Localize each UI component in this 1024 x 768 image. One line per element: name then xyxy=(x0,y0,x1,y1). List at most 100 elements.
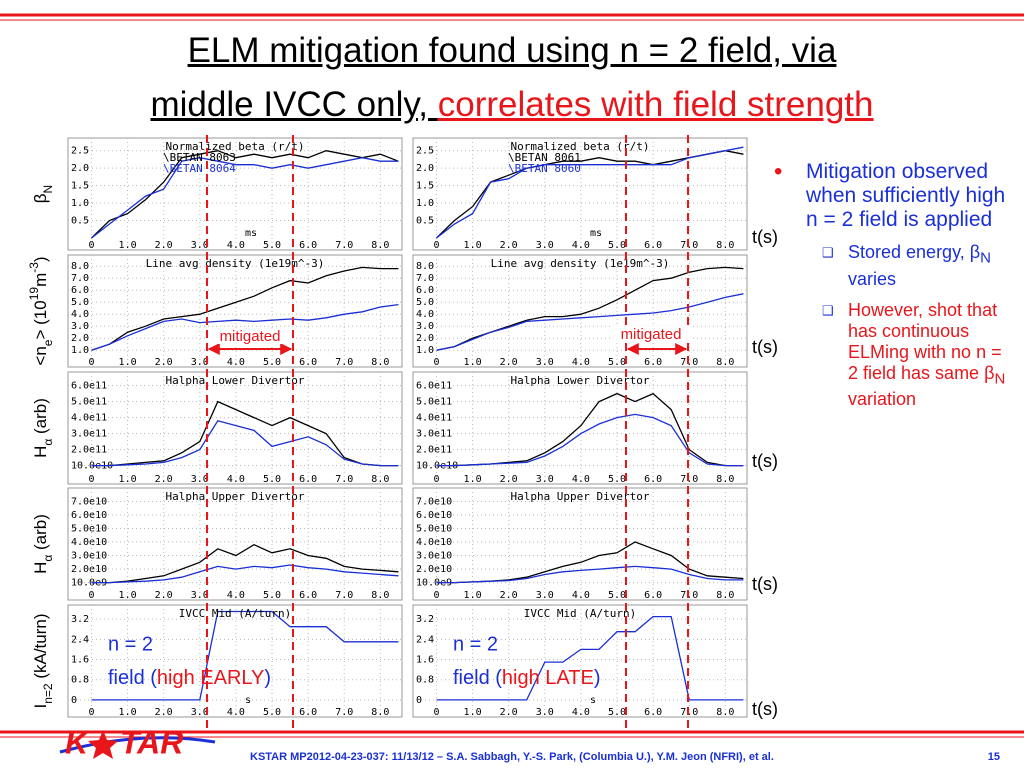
row-label-part: ) xyxy=(31,256,50,262)
panel: 1.02.03.04.05.06.07.08.00 1.0 2.0 3.0 4.0 5.0… xyxy=(67,254,403,368)
row-label-part: N xyxy=(41,185,55,194)
y-tick-label: 6.0 xyxy=(416,285,434,296)
row-label: In=2 (kA/turn) xyxy=(31,614,55,709)
x-tick-label: 7.0 xyxy=(680,357,698,368)
row-label-part: -3 xyxy=(27,262,41,273)
legend-entry: \BETAN 8064 xyxy=(163,162,236,175)
x-tick-label: 0 xyxy=(433,474,439,485)
panel-title: Halpha Lower Divertor xyxy=(510,374,649,387)
y-tick-label: 6.0e10 xyxy=(71,510,107,521)
trace xyxy=(91,150,399,239)
row-label: Hα (arb) xyxy=(31,398,55,458)
y-tick-label: 2.0e11 xyxy=(71,445,107,456)
y-tick-label: 5.0e10 xyxy=(416,524,452,535)
x-tick-label: 8.0 xyxy=(371,240,389,251)
trace xyxy=(91,157,399,239)
logo-star xyxy=(88,730,118,759)
x-tick-label: 4.0 xyxy=(572,240,590,251)
y-tick-label: 5.0 xyxy=(416,297,434,308)
field-label: n = 2 xyxy=(108,633,153,655)
x-tick-label: 3.0 xyxy=(536,357,554,368)
panel-frame xyxy=(67,487,403,601)
y-tick-label: 10.0e9 xyxy=(71,578,107,589)
x-tick-label: 3.0 xyxy=(191,590,209,601)
x-tick-label: 2.0 xyxy=(500,707,518,718)
x-tick-label: 8.0 xyxy=(371,590,389,601)
y-tick-label: 3.0 xyxy=(71,321,89,332)
y-tick-label: 3.0e11 xyxy=(71,429,107,440)
panel: 10.0e9 2.0e10 3.0e10 4.0e10 5.0e10 6.0e10 7.0e… xyxy=(67,487,403,601)
panel: 10.0e9 2.0e10 3.0e10 4.0e10 5.0e10 6.0e10 7.0e… xyxy=(412,487,748,601)
legend-entry: \BETAN 8063 xyxy=(163,151,236,164)
row-label-part: I xyxy=(31,704,50,709)
trace xyxy=(91,564,399,584)
x-tick-label: 8.0 xyxy=(716,707,734,718)
x-tick-label: 1.0 xyxy=(464,357,482,368)
x-tick-label: 1.0 xyxy=(464,707,482,718)
x-tick-label: 2.0 xyxy=(155,357,173,368)
trace xyxy=(436,413,744,467)
trace xyxy=(91,420,399,467)
x-tick-label: 2.0 xyxy=(500,590,518,601)
x-tick-label: 1.0 xyxy=(119,240,137,251)
title-highlight: correlates with field strength xyxy=(437,85,874,124)
panel-frame xyxy=(412,604,748,718)
y-tick-label: 7.0e10 xyxy=(71,496,107,507)
plots: βN0.51.01.52.02.50 1.0 2.0 3.0 4.0 5.0 6.0 7.0 8… xyxy=(27,137,748,718)
y-tick-label: 10.0e9 xyxy=(416,578,452,589)
row-label-part: α xyxy=(41,555,55,562)
x-tick-label: 5.0 xyxy=(608,707,626,718)
x-tick-label: 2.0 xyxy=(155,707,173,718)
trace xyxy=(91,610,399,701)
bullets: Mitigation observed when sufficiently hi… xyxy=(770,160,1010,410)
y-tick-label: 6.0e11 xyxy=(71,381,107,392)
y-tick-label: 0.5 xyxy=(416,216,434,227)
x-tick-label: 6.0 xyxy=(644,590,662,601)
row-label-part: 19 xyxy=(27,287,41,301)
x-tick-label: 5.0 xyxy=(263,240,281,251)
x-tick-label: 6.0 xyxy=(299,240,317,251)
panel-frame xyxy=(412,487,748,601)
x-tick-label: 4.0 xyxy=(227,707,245,718)
x-tick-label: 4.0 xyxy=(572,707,590,718)
y-tick-label: 8.0 xyxy=(71,261,89,272)
panel: 0 0.8 1.6 2.4 3.2 0 1.0 2.0 3.0 4.0 5.0 6.0 7.0 8.0 s I… xyxy=(67,604,403,718)
y-tick-label: 1.0 xyxy=(71,345,89,356)
x-tick-label: 2.0 xyxy=(155,240,173,251)
y-tick-label: 0 xyxy=(416,695,422,706)
sub-bullet: ❑ Stored energy, βN varies xyxy=(822,242,991,289)
x-tick-label: 2.0 xyxy=(500,474,518,485)
y-tick-label: 3.2 xyxy=(416,614,434,625)
x-tick-label: 7.0 xyxy=(335,590,353,601)
x-tick-label: 3.0 xyxy=(536,474,554,485)
y-tick-label: 2.0 xyxy=(416,163,434,174)
title-line: ELM mitigation found using n = 2 field, … xyxy=(187,31,837,70)
y-tick-label: 2.4 xyxy=(71,634,89,645)
legend-entry: \BETAN 8060 xyxy=(508,162,581,175)
y-tick-label: 6.0 xyxy=(71,285,89,296)
row-label-part: e xyxy=(41,339,55,346)
title-line: middle IVCC only, xyxy=(150,85,438,124)
trace xyxy=(91,543,399,584)
y-tick-label: 5.0e11 xyxy=(416,397,452,408)
y-tick-label: 7.0e10 xyxy=(416,496,452,507)
panel-frame xyxy=(412,371,748,485)
panel-title: Halpha Upper Divertor xyxy=(165,490,304,503)
time-unit: t(s) xyxy=(752,451,778,471)
x-tick-label: 7.0 xyxy=(680,240,698,251)
y-tick-label: 1.6 xyxy=(416,655,434,666)
y-tick-label: 2.4 xyxy=(416,634,434,645)
y-tick-label: 0.5 xyxy=(71,216,89,227)
x-tick-label: 8.0 xyxy=(716,474,734,485)
mitigated-label: mitigated xyxy=(621,326,682,343)
y-tick-label: 4.0e11 xyxy=(71,413,107,424)
panel-frame xyxy=(67,254,403,368)
x-tick-label: 5.0 xyxy=(263,707,281,718)
panel-title: Normalized beta (r/t) xyxy=(165,140,304,153)
y-tick-label: 7.0 xyxy=(71,273,89,284)
x-axis-label: ms xyxy=(590,228,602,239)
x-tick-label: 2.0 xyxy=(155,590,173,601)
x-tick-label: 6.0 xyxy=(644,240,662,251)
x-tick-label: 1.0 xyxy=(119,357,137,368)
x-tick-label: 8.0 xyxy=(371,357,389,368)
